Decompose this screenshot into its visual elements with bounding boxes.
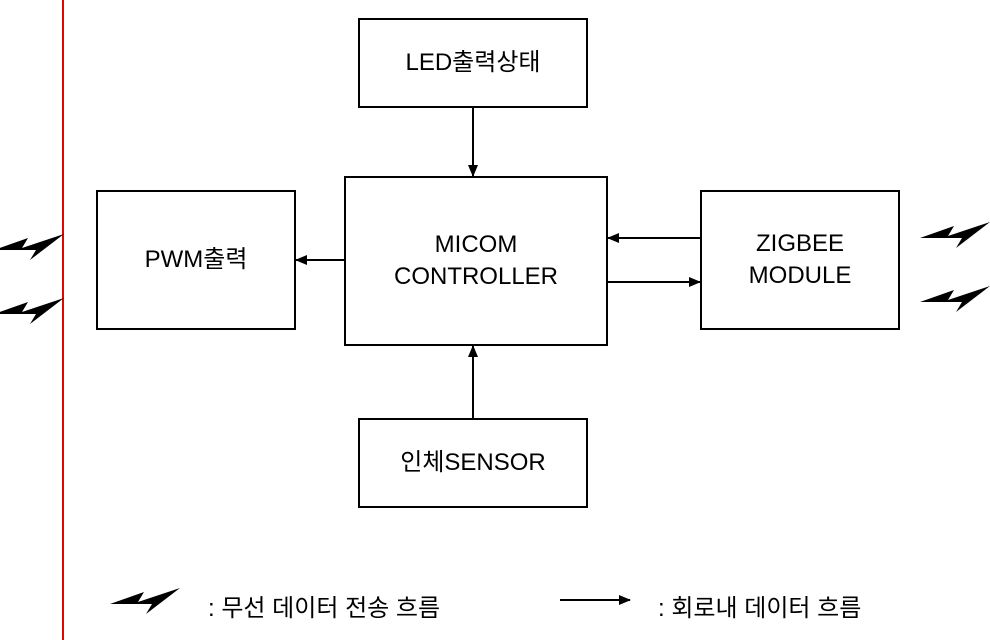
bolt-icon (920, 222, 990, 248)
bolt-icon (0, 298, 64, 324)
legend-bolt-icon (110, 588, 180, 614)
bolt-icon (920, 286, 990, 312)
legend-wireless: : 무선 데이터 전송 흐름 (200, 588, 440, 623)
legend-circuit-label: : 회로내 데이터 흐름 (658, 588, 861, 623)
arrows-overlay (0, 0, 990, 640)
legend-circuit: : 회로내 데이터 흐름 (650, 588, 861, 623)
bolt-icon (0, 234, 64, 260)
legend-wireless-label: : 무선 데이터 전송 흐름 (208, 588, 440, 623)
diagram-canvas: LED출력상태 PWM출력 MICOMCONTROLLER ZIGBEEMODU… (0, 0, 990, 640)
